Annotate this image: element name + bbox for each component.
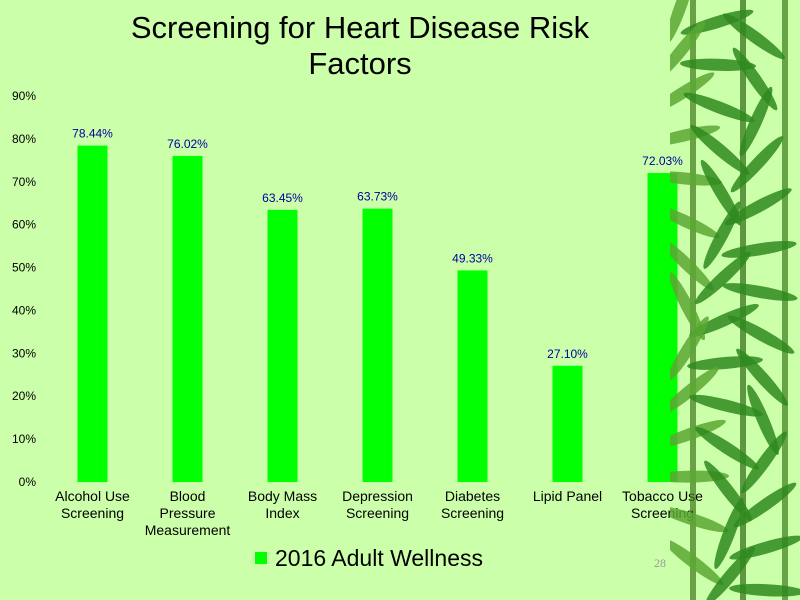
x-tick-label: Screening bbox=[346, 505, 409, 521]
x-tick-label: Alcohol Use bbox=[55, 488, 130, 504]
bamboo-leaf bbox=[722, 283, 798, 301]
bamboo-leaf bbox=[670, 272, 706, 341]
y-tick-label: 40% bbox=[12, 303, 36, 317]
y-tick-label: 60% bbox=[12, 218, 36, 232]
bamboo-leaf bbox=[670, 171, 722, 186]
bamboo-leaf bbox=[723, 13, 785, 60]
bamboo-leaf bbox=[670, 367, 719, 416]
data-label: 72.03% bbox=[642, 154, 683, 168]
x-tick-label: Blood bbox=[170, 488, 206, 504]
bamboo-leaf bbox=[680, 58, 756, 71]
legend-swatch bbox=[255, 552, 267, 564]
y-tick-label: 90% bbox=[12, 89, 36, 103]
x-tick-label: Index bbox=[265, 505, 299, 521]
x-tick-label: Screening bbox=[441, 505, 504, 521]
bamboo-leaf bbox=[690, 125, 750, 175]
bamboo-leaf bbox=[729, 583, 800, 597]
bamboo-leaf bbox=[689, 304, 759, 337]
bamboo-leaf bbox=[670, 204, 720, 238]
bamboo-leaf bbox=[670, 316, 709, 382]
bamboo-leaf bbox=[694, 426, 760, 470]
bamboo-leaf bbox=[670, 236, 714, 291]
page-number: 28 bbox=[654, 556, 666, 570]
data-label: 63.45% bbox=[262, 191, 303, 205]
bamboo-leaf bbox=[670, 72, 715, 114]
x-tick-label: Body Mass bbox=[248, 488, 317, 504]
bar bbox=[457, 270, 488, 482]
bamboo-stalk bbox=[740, 0, 746, 600]
bar bbox=[267, 209, 298, 482]
bamboo-leaf bbox=[714, 497, 744, 569]
bar bbox=[552, 365, 583, 482]
chart-title: Screening for Heart Disease Risk Factors bbox=[130, 10, 590, 81]
y-tick-label: 70% bbox=[12, 175, 36, 189]
bamboo-leaf bbox=[739, 86, 773, 157]
data-label: 27.10% bbox=[547, 347, 588, 361]
bamboo-leaf bbox=[670, 506, 729, 533]
data-label: 76.02% bbox=[167, 137, 208, 151]
bamboo-leaf bbox=[724, 188, 792, 226]
bamboo-leaf bbox=[670, 20, 706, 81]
x-tick-label: Depression bbox=[342, 488, 413, 504]
bamboo-leaf bbox=[736, 348, 788, 406]
y-tick-label: 80% bbox=[12, 132, 36, 146]
bamboo-leaf bbox=[670, 538, 724, 586]
bamboo-leaf bbox=[689, 394, 763, 417]
bamboo-leaf bbox=[721, 241, 797, 258]
x-tick-label: Lipid Panel bbox=[533, 488, 602, 504]
bamboo-leaf bbox=[683, 92, 755, 123]
x-tick-label: Tobacco Use bbox=[622, 488, 703, 504]
bar bbox=[362, 208, 393, 482]
bamboo-leaf bbox=[730, 136, 784, 193]
bamboo-leaf bbox=[700, 159, 742, 226]
bamboo-leaf bbox=[747, 384, 779, 455]
bar bbox=[647, 173, 678, 482]
bamboo-leaf bbox=[741, 431, 787, 494]
y-tick-label: 50% bbox=[12, 261, 36, 275]
bamboo-decoration bbox=[670, 0, 800, 600]
bar bbox=[77, 145, 108, 482]
bamboo-leaf bbox=[670, 0, 695, 44]
x-tick-label: Measurement bbox=[145, 522, 231, 538]
x-tick-label: Diabetes bbox=[445, 488, 500, 504]
data-label: 63.73% bbox=[357, 190, 398, 204]
bamboo-leaf bbox=[733, 482, 797, 528]
x-tick-label: Pressure bbox=[159, 505, 215, 521]
bamboo-leaf bbox=[670, 419, 726, 449]
bar bbox=[172, 155, 203, 482]
legend-label: 2016 Adult Wellness bbox=[275, 544, 483, 571]
data-label: 49.33% bbox=[452, 251, 493, 265]
bamboo-leaf bbox=[705, 546, 755, 600]
bamboo-leaf bbox=[727, 315, 795, 354]
y-tick-label: 20% bbox=[12, 389, 36, 403]
x-tick-label: Screening bbox=[61, 505, 124, 521]
bamboo-stalk bbox=[690, 0, 696, 600]
y-tick-label: 30% bbox=[12, 346, 36, 360]
data-label: 78.44% bbox=[72, 127, 113, 141]
y-tick-label: 0% bbox=[19, 475, 37, 489]
legend: 2016 Adult Wellness bbox=[255, 543, 483, 573]
y-tick-label: 10% bbox=[12, 432, 36, 446]
bamboo-leaf bbox=[703, 201, 741, 269]
bamboo-leaf bbox=[694, 251, 752, 305]
